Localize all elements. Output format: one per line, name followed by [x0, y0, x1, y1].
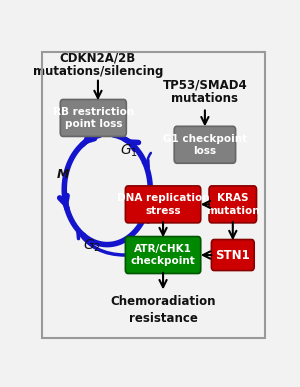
Text: G1 checkpoint
loss: G1 checkpoint loss — [163, 134, 247, 156]
Text: ATR/CHK1
checkpoint: ATR/CHK1 checkpoint — [131, 244, 195, 266]
Text: KRAS
mutation: KRAS mutation — [206, 193, 260, 216]
FancyBboxPatch shape — [125, 236, 201, 274]
Text: mutations/silencing: mutations/silencing — [33, 65, 163, 78]
Text: Chemoradiation
resistance: Chemoradiation resistance — [110, 295, 216, 325]
FancyBboxPatch shape — [174, 126, 236, 163]
FancyBboxPatch shape — [125, 186, 201, 223]
FancyBboxPatch shape — [60, 99, 126, 137]
Text: RB restriction
point loss: RB restriction point loss — [53, 107, 134, 129]
FancyBboxPatch shape — [212, 240, 254, 271]
Text: CDKN2A/2B: CDKN2A/2B — [60, 52, 136, 65]
Text: $G_2$: $G_2$ — [83, 238, 101, 254]
Text: STN1: STN1 — [215, 248, 250, 262]
Text: mutations: mutations — [171, 92, 238, 105]
FancyBboxPatch shape — [209, 186, 256, 223]
Text: S: S — [142, 191, 153, 206]
Text: TP53/SMAD4: TP53/SMAD4 — [163, 79, 247, 92]
Text: DNA replication
stress: DNA replication stress — [117, 193, 209, 216]
Text: M: M — [57, 168, 69, 181]
Text: $G_1$: $G_1$ — [120, 142, 138, 159]
